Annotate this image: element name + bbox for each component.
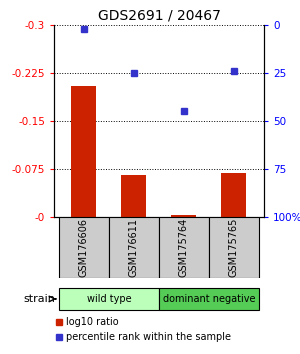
Bar [159,217,209,278]
Text: strain: strain [23,294,55,304]
Text: wild type: wild type [87,294,131,304]
Bar [221,173,247,217]
Text: GSM176611: GSM176611 [129,218,139,277]
Text: dominant negative: dominant negative [163,294,255,304]
Bar [71,86,97,217]
Bar [109,217,159,278]
Bar [159,287,259,310]
Text: GSM175765: GSM175765 [229,218,239,277]
Text: GSM176606: GSM176606 [79,218,89,277]
Bar [59,217,109,278]
Bar [209,217,259,278]
Text: percentile rank within the sample: percentile rank within the sample [67,332,232,342]
Text: GSM175764: GSM175764 [179,218,189,277]
Bar [172,216,197,217]
Bar [59,287,159,310]
Bar [122,175,146,217]
Title: GDS2691 / 20467: GDS2691 / 20467 [98,8,220,22]
Text: log10 ratio: log10 ratio [67,317,119,327]
